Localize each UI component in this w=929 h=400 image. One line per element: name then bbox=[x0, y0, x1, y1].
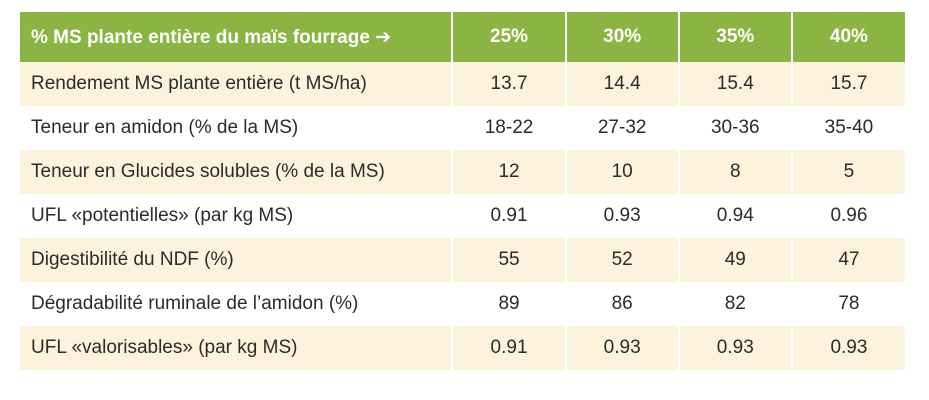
row-label: UFL «valorisables» (par kg MS) bbox=[20, 326, 453, 370]
table-cell: 12 bbox=[451, 150, 566, 194]
table-cell: 86 bbox=[564, 282, 679, 326]
table-cell: 30-36 bbox=[677, 106, 792, 150]
table-cell: 52 bbox=[564, 238, 679, 282]
table-cell: 10 bbox=[564, 150, 679, 194]
header-cell-35: 35% bbox=[677, 12, 792, 62]
table-cell: 15.7 bbox=[790, 62, 905, 106]
table-cell: 0.93 bbox=[564, 194, 679, 238]
table-header-row: % MS plante entière du maïs fourrage ➔ 2… bbox=[20, 12, 905, 62]
table-cell: 0.93 bbox=[564, 326, 679, 370]
table-cell: 27-32 bbox=[564, 106, 679, 150]
table-cell: 89 bbox=[451, 282, 566, 326]
row-label: UFL «potentielles» (par kg MS) bbox=[20, 194, 453, 238]
table-cell: 0.93 bbox=[677, 326, 792, 370]
table-cell: 55 bbox=[451, 238, 566, 282]
table-cell: 0.91 bbox=[451, 194, 566, 238]
row-label: Rendement MS plante entière (t MS/ha) bbox=[20, 62, 453, 106]
row-label: Teneur en Glucides solubles (% de la MS) bbox=[20, 150, 453, 194]
table-cell: 47 bbox=[790, 238, 905, 282]
maize-silage-table: % MS plante entière du maïs fourrage ➔ 2… bbox=[20, 12, 905, 370]
row-label: Digestibilité du NDF (%) bbox=[20, 238, 453, 282]
table-row: UFL «valorisables» (par kg MS) 0.91 0.93… bbox=[20, 326, 905, 370]
table-cell: 13.7 bbox=[451, 62, 566, 106]
table-cell: 8 bbox=[677, 150, 792, 194]
table-row: Rendement MS plante entière (t MS/ha) 13… bbox=[20, 62, 905, 106]
table-row: Teneur en Glucides solubles (% de la MS)… bbox=[20, 150, 905, 194]
table-cell: 0.94 bbox=[677, 194, 792, 238]
table-cell: 35-40 bbox=[790, 106, 905, 150]
table-row: Digestibilité du NDF (%) 55 52 49 47 bbox=[20, 238, 905, 282]
table-cell: 18-22 bbox=[451, 106, 566, 150]
table-cell: 15.4 bbox=[677, 62, 792, 106]
header-cell-40: 40% bbox=[790, 12, 905, 62]
row-label: Teneur en amidon (% de la MS) bbox=[20, 106, 453, 150]
header-cell-dry-matter-label: % MS plante entière du maïs fourrage ➔ bbox=[20, 12, 453, 62]
table-cell: 82 bbox=[677, 282, 792, 326]
table-row: Teneur en amidon (% de la MS) 18-22 27-3… bbox=[20, 106, 905, 150]
table-cell: 0.91 bbox=[451, 326, 566, 370]
header-cell-30: 30% bbox=[564, 12, 679, 62]
row-label: Dégradabilité ruminale de l’amidon (%) bbox=[20, 282, 453, 326]
header-cell-25: 25% bbox=[451, 12, 566, 62]
table-row: Dégradabilité ruminale de l’amidon (%) 8… bbox=[20, 282, 905, 326]
table-cell: 14.4 bbox=[564, 62, 679, 106]
table-cell: 0.93 bbox=[790, 326, 905, 370]
table-cell: 0.96 bbox=[790, 194, 905, 238]
table-cell: 49 bbox=[677, 238, 792, 282]
table-cell: 5 bbox=[790, 150, 905, 194]
table-cell: 78 bbox=[790, 282, 905, 326]
table-row: UFL «potentielles» (par kg MS) 0.91 0.93… bbox=[20, 194, 905, 238]
maize-silage-table-container: % MS plante entière du maïs fourrage ➔ 2… bbox=[20, 12, 905, 370]
